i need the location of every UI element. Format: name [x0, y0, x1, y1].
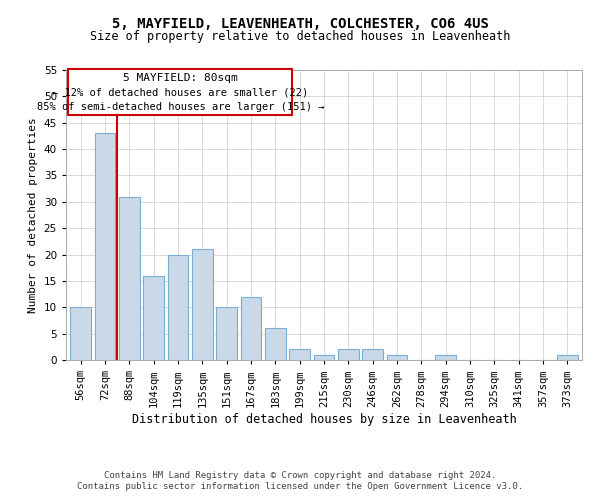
Text: 5, MAYFIELD, LEAVENHEATH, COLCHESTER, CO6 4US: 5, MAYFIELD, LEAVENHEATH, COLCHESTER, CO… — [112, 18, 488, 32]
Bar — [216, 308, 237, 360]
Y-axis label: Number of detached properties: Number of detached properties — [28, 117, 38, 313]
Bar — [265, 328, 286, 360]
Bar — [192, 250, 212, 360]
Bar — [70, 308, 91, 360]
Bar — [167, 254, 188, 360]
Bar — [95, 134, 115, 360]
Bar — [436, 354, 456, 360]
X-axis label: Distribution of detached houses by size in Leavenheath: Distribution of detached houses by size … — [131, 414, 517, 426]
Text: Contains HM Land Registry data © Crown copyright and database right 2024.: Contains HM Land Registry data © Crown c… — [104, 471, 496, 480]
Bar — [314, 354, 334, 360]
Bar — [362, 350, 383, 360]
Bar — [143, 276, 164, 360]
Bar — [241, 296, 262, 360]
Text: Contains public sector information licensed under the Open Government Licence v3: Contains public sector information licen… — [77, 482, 523, 491]
Text: 5 MAYFIELD: 80sqm: 5 MAYFIELD: 80sqm — [123, 73, 238, 83]
Text: Size of property relative to detached houses in Leavenheath: Size of property relative to detached ho… — [90, 30, 510, 43]
Bar — [557, 354, 578, 360]
Bar — [338, 350, 359, 360]
Bar — [289, 350, 310, 360]
Bar — [386, 354, 407, 360]
Text: ← 12% of detached houses are smaller (22): ← 12% of detached houses are smaller (22… — [52, 88, 308, 98]
Text: 85% of semi-detached houses are larger (151) →: 85% of semi-detached houses are larger (… — [37, 102, 324, 112]
Bar — [119, 196, 140, 360]
FancyBboxPatch shape — [68, 69, 292, 115]
